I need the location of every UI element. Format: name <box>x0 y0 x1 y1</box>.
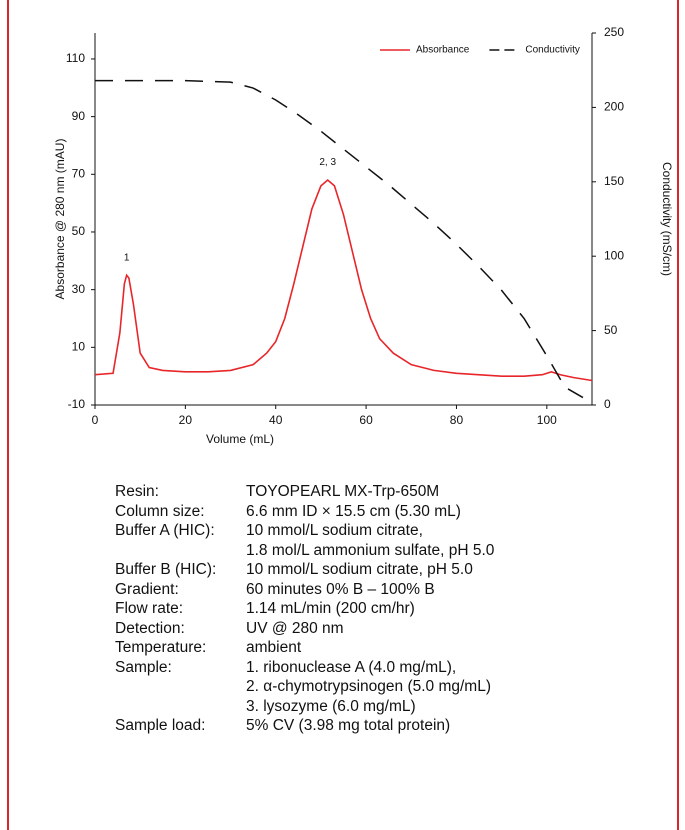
condition-value: TOYOPEARL MX-Trp-650M <box>246 482 439 502</box>
legend-label: Absorbance <box>416 45 470 56</box>
y2-tick-label: 0 <box>604 397 611 411</box>
condition-line: 10 mmol/L sodium citrate, pH 5.0 <box>246 561 473 578</box>
condition-row: Sample load: 5% CV (3.98 mg total protein… <box>115 716 494 736</box>
annotation: 2, 3 <box>319 157 336 168</box>
condition-label: Resin: <box>115 483 159 500</box>
condition-value: ambient <box>246 638 301 658</box>
chart: Volume (mL) Absorbance @ 280 nm (mAU) Co… <box>53 25 674 446</box>
y-tick-label: 70 <box>72 166 86 180</box>
condition-label: Temperature: <box>115 639 207 656</box>
condition-row: Sample: 1. ribonuclease A (4.0 mg/mL), 2. … <box>115 658 494 717</box>
condition-row: Flow rate: 1.14 mL/min (200 cm/hr) <box>115 599 494 619</box>
condition-line: 3. lysozyme (6.0 mg/mL) <box>246 697 416 715</box>
condition-line: UV @ 280 nm <box>246 619 344 637</box>
frame <box>7 0 679 830</box>
y2-tick-label: 200 <box>604 100 624 114</box>
condition-label: Column size: <box>115 502 205 520</box>
condition-label: Buffer A (HIC): <box>115 522 215 539</box>
y2-tick-label: 50 <box>604 323 618 337</box>
condition-line: 6.6 mm ID × 15.5 cm (5.30 mL) <box>246 502 461 520</box>
condition-line: 1.8 mol/L ammonium sulfate, pH 5.0 <box>246 541 495 559</box>
condition-label: Detection: <box>115 619 185 637</box>
condition-line: 5% CV (3.98 mg total protein) <box>246 717 451 734</box>
condition-value: 60 minutes 0% B – 100% B <box>246 580 435 600</box>
y-tick-label: 30 <box>72 282 86 296</box>
y-tick-label: 50 <box>72 224 86 238</box>
x-tick-label: 80 <box>450 413 464 427</box>
x-tick-label: 100 <box>537 413 557 427</box>
condition-line: 2. α-chymotrypsinogen (5.0 mg/mL) <box>246 678 491 695</box>
condition-row: Detection: UV @ 280 nm <box>115 619 494 639</box>
annotation: 1 <box>124 252 130 263</box>
condition-line: 1.14 mL/min (200 cm/hr) <box>246 600 415 617</box>
condition-value: 1.14 mL/min (200 cm/hr) <box>246 599 415 619</box>
conditions: Resin: TOYOPEARL MX-Trp-650M Column size: 6… <box>115 482 494 736</box>
x-axis-label: Volume (mL) <box>206 432 274 446</box>
condition-label: Sample: <box>115 658 172 676</box>
condition-row: Buffer B (HIC): 10 mmol/L sodium citrate,… <box>115 560 494 580</box>
y-tick-label: 10 <box>72 339 86 353</box>
condition-row: Column size: 6.6 mm ID × 15.5 cm (5.30 mL… <box>115 502 494 522</box>
condition-label: Buffer B (HIC): <box>115 561 217 578</box>
condition-value: 10 mmol/L sodium citrate, pH 5.0 <box>246 560 473 580</box>
legend-label: Conductivity <box>525 45 579 56</box>
condition-value: 10 mmol/L sodium citrate, 1.8 mol/L ammon… <box>246 521 494 560</box>
condition-label: Flow rate: <box>115 600 184 617</box>
condition-row: Resin: TOYOPEARL MX-Trp-650M <box>115 482 494 502</box>
condition-row: Gradient: 60 minutes 0% B – 100% B <box>115 580 494 600</box>
condition-label: Sample load: <box>115 717 206 734</box>
y-tick-label: 110 <box>66 51 85 65</box>
condition-value: 5% CV (3.98 mg total protein) <box>246 716 450 736</box>
condition-value: 1. ribonuclease A (4.0 mg/mL), 2. α-chymo… <box>246 658 491 717</box>
condition-label: Gradient: <box>115 580 179 598</box>
condition-value: UV @ 280 nm <box>246 619 344 639</box>
x-tick-label: 0 <box>92 413 99 427</box>
condition-line: 60 minutes 0% B – 100% B <box>246 580 435 598</box>
y-tick-label: 90 <box>72 109 86 123</box>
condition-value: 6.6 mm ID × 15.5 cm (5.30 mL) <box>246 502 461 522</box>
y2-tick-label: 250 <box>604 25 624 39</box>
y-tick-label: -10 <box>68 397 86 411</box>
x-tick-label: 40 <box>269 413 283 427</box>
series-line <box>94 179 593 382</box>
y2-tick-label: 150 <box>604 174 624 188</box>
condition-line: 10 mmol/L sodium citrate, <box>246 522 423 539</box>
condition-line: ambient <box>246 639 302 656</box>
condition-line: TOYOPEARL MX-Trp-650M <box>246 483 440 500</box>
y2-axis-label: Conductivity (mS/cm) <box>660 162 674 276</box>
x-tick-label: 60 <box>359 413 373 427</box>
condition-row: Buffer A (HIC): 10 mmol/L sodium citrate,… <box>115 521 494 560</box>
x-tick-label: 20 <box>179 413 193 427</box>
y2-tick-label: 100 <box>604 248 624 262</box>
condition-line: 1. ribonuclease A (4.0 mg/mL), <box>246 658 457 676</box>
series-line <box>95 79 584 399</box>
condition-row: Temperature: ambient <box>115 638 494 658</box>
y-axis-label: Absorbance @ 280 nm (mAU) <box>53 139 67 300</box>
